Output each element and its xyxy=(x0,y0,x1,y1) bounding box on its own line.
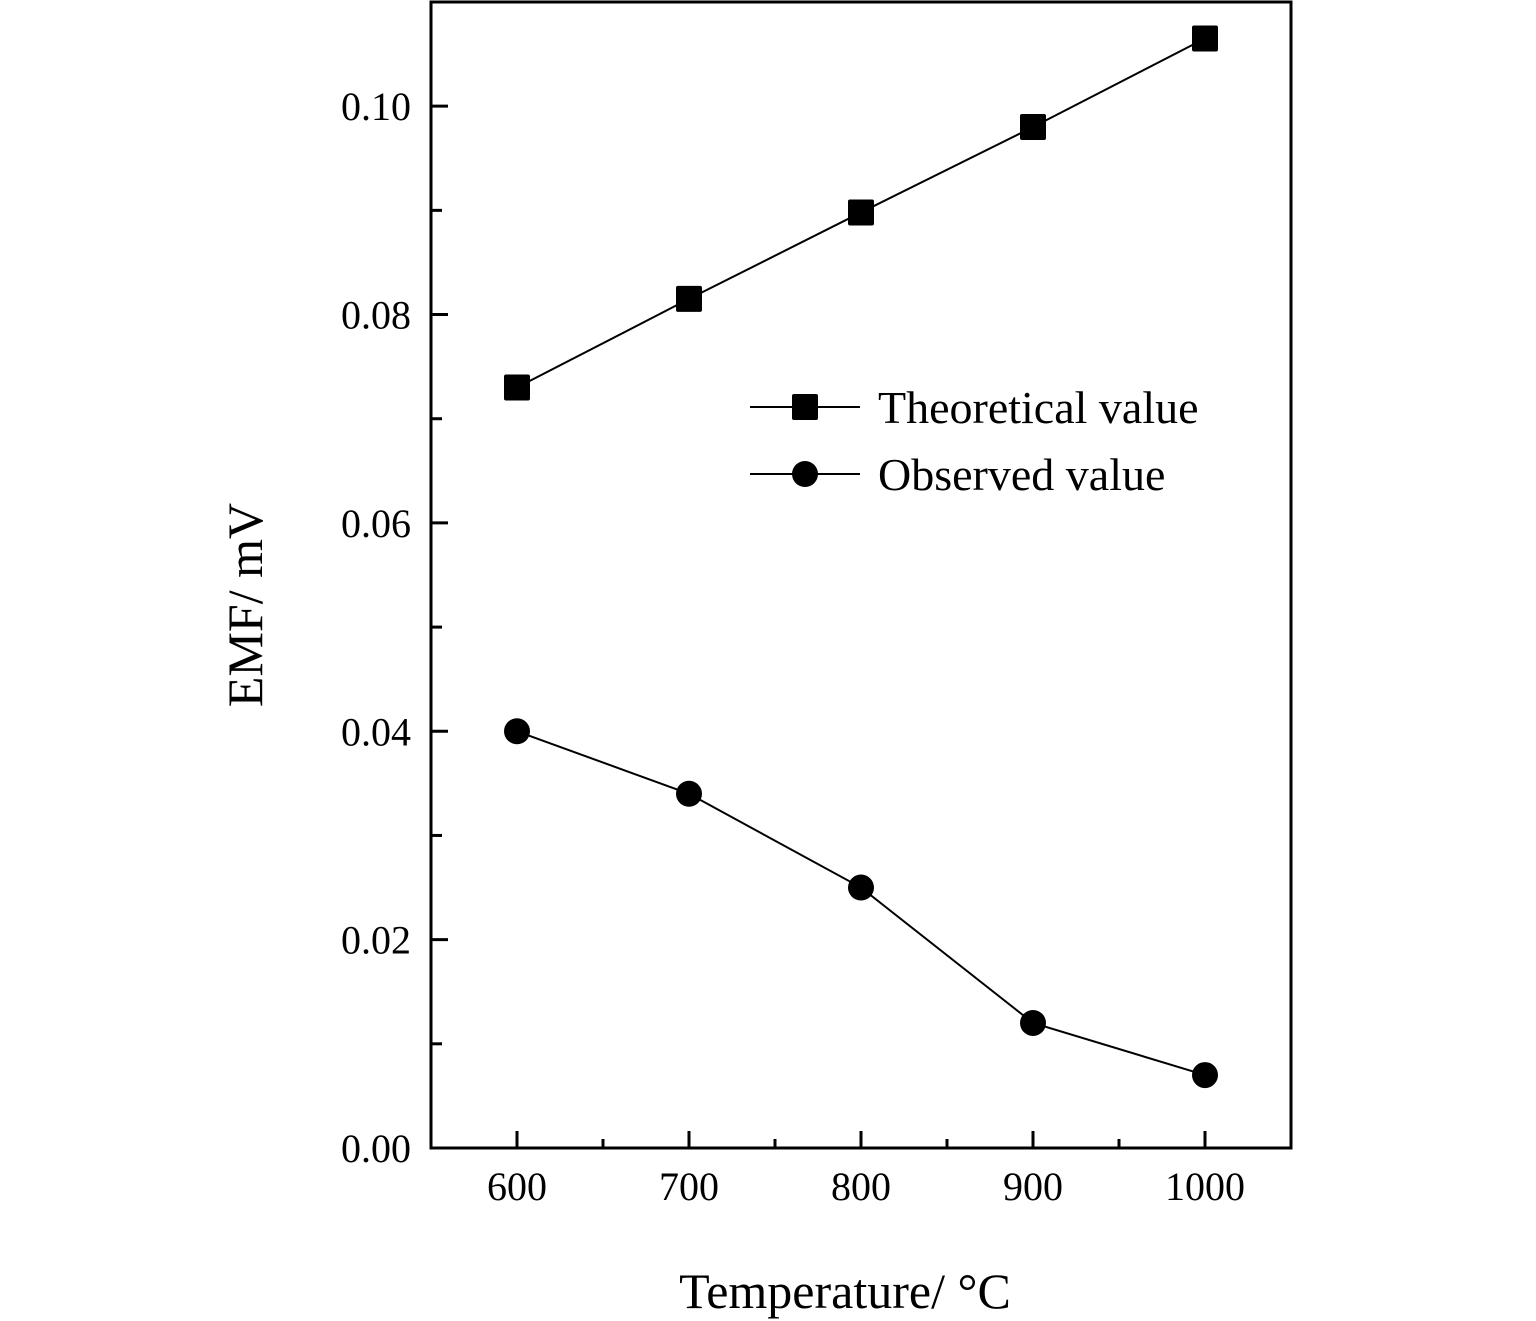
y-axis-title: EMF/ mV xyxy=(217,503,273,707)
x-tick-label: 800 xyxy=(831,1164,891,1209)
y-tick-label: 0.00 xyxy=(341,1126,411,1171)
data-point-circle xyxy=(504,718,530,745)
x-axis-title: Temperature/ °C xyxy=(679,1263,1011,1319)
legend: Theoretical value Observed value xyxy=(750,382,1199,500)
y-tick-label: 0.02 xyxy=(341,918,411,963)
data-point-circle xyxy=(848,874,874,901)
x-tick-label: 600 xyxy=(487,1164,547,1209)
data-point-square xyxy=(848,199,874,226)
plot-frame xyxy=(429,0,1293,1150)
series-line xyxy=(516,730,1206,1077)
data-point-square xyxy=(504,374,530,401)
x-tick-label: 700 xyxy=(659,1164,719,1209)
legend-circle-marker xyxy=(792,461,818,487)
data-point-square xyxy=(1192,25,1218,52)
y-tick-label: 0.06 xyxy=(341,501,411,546)
data-point-square xyxy=(1020,114,1046,141)
data-point-square xyxy=(676,285,702,312)
series-layer xyxy=(504,25,1218,1089)
x-tick-label: 900 xyxy=(1003,1164,1063,1209)
y-tick-label: 0.08 xyxy=(341,293,411,338)
legend-item: Theoretical value xyxy=(750,382,1199,433)
data-point-circle xyxy=(1192,1062,1218,1089)
legend-label: Observed value xyxy=(878,449,1165,500)
plot-border xyxy=(429,0,1293,1150)
data-point-circle xyxy=(1020,1009,1046,1036)
legend-item: Observed value xyxy=(750,449,1165,500)
x-tick-label: 1000 xyxy=(1165,1164,1245,1209)
series-theoretical-value xyxy=(504,25,1218,401)
legend-label: Theoretical value xyxy=(878,382,1199,433)
data-point-circle xyxy=(676,780,702,807)
series-observed-value xyxy=(504,718,1218,1089)
y-tick-label: 0.10 xyxy=(341,84,411,129)
axis-ticks: 600 700 800 900 1000 0.00 0.02 0.04 0.06 0.08 0.10 xyxy=(341,84,1245,1209)
y-tick-label: 0.04 xyxy=(341,709,411,754)
legend-square-marker xyxy=(792,394,818,420)
